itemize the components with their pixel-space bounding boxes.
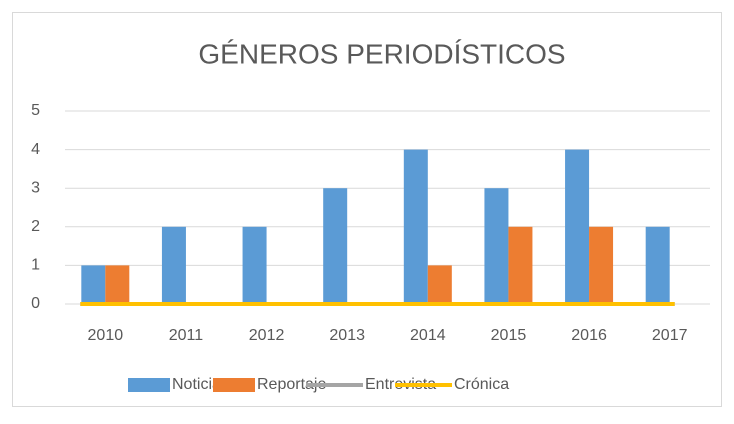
y-tick-label: 1 bbox=[31, 257, 40, 274]
bar bbox=[81, 265, 106, 304]
bar bbox=[645, 226, 670, 304]
x-tick-label: 2015 bbox=[491, 327, 527, 344]
x-tick-label: 2012 bbox=[249, 327, 285, 344]
bar bbox=[589, 226, 614, 304]
bar bbox=[105, 265, 130, 304]
y-tick-label: 4 bbox=[31, 141, 40, 158]
bar bbox=[565, 149, 590, 304]
bar bbox=[242, 226, 267, 304]
legend-label: Reportaje bbox=[257, 376, 326, 393]
legend-label: Crónica bbox=[454, 376, 509, 393]
x-tick-label: 2011 bbox=[169, 327, 204, 344]
y-tick-label: 0 bbox=[31, 295, 40, 312]
chart-border bbox=[12, 12, 722, 407]
x-tick-label: 2010 bbox=[88, 327, 124, 344]
bar bbox=[427, 265, 452, 304]
chart-title: GÉNEROS PERIODÍSTICOS bbox=[198, 38, 565, 69]
legend-swatch bbox=[128, 378, 170, 392]
legend-label: Noticia bbox=[172, 376, 221, 393]
y-tick-label: 2 bbox=[31, 218, 40, 235]
bar bbox=[508, 226, 533, 304]
x-tick-label: 2016 bbox=[571, 327, 607, 344]
bar bbox=[403, 149, 428, 304]
y-tick-label: 5 bbox=[31, 102, 40, 119]
bar bbox=[484, 188, 509, 304]
bar bbox=[323, 188, 348, 304]
y-tick-label: 3 bbox=[31, 179, 40, 196]
x-tick-label: 2017 bbox=[652, 327, 688, 344]
bar bbox=[161, 226, 186, 304]
legend-swatch bbox=[213, 378, 255, 392]
x-tick-label: 2013 bbox=[329, 327, 365, 344]
x-tick-label: 2014 bbox=[410, 327, 446, 344]
